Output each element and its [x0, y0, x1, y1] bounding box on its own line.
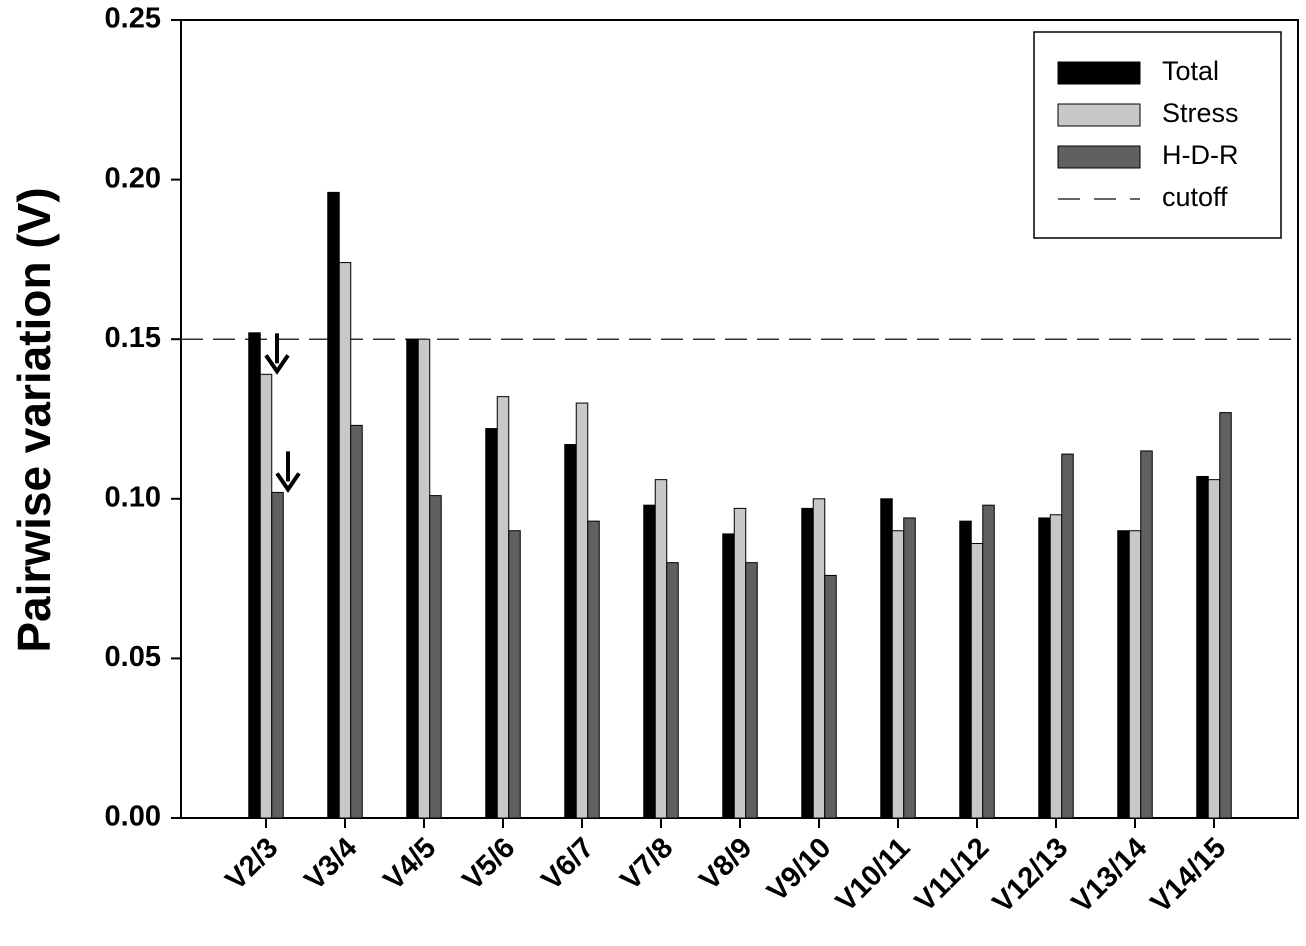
- bar: [338, 262, 352, 819]
- bar: [733, 507, 747, 819]
- bar: [248, 332, 261, 819]
- x-tick-label: V10/11: [830, 832, 916, 918]
- bar: [722, 533, 735, 819]
- bar: [1196, 475, 1209, 819]
- bar: [745, 562, 758, 819]
- bar: [982, 504, 995, 819]
- y-tick-label: 0.05: [105, 641, 161, 673]
- bar: [666, 562, 679, 819]
- y-tick-label: 0.00: [105, 801, 161, 833]
- x-tick-label: V3/4: [299, 832, 364, 897]
- bar: [970, 542, 984, 819]
- bar: [880, 498, 893, 819]
- bar: [350, 424, 363, 819]
- bar: [643, 504, 656, 819]
- bar: [959, 520, 972, 819]
- bar: [564, 444, 577, 819]
- bar: [1038, 517, 1051, 819]
- bar: [1117, 530, 1130, 819]
- bar: [496, 396, 510, 819]
- x-tick-label: V7/8: [615, 832, 680, 897]
- y-tick-label: 0.15: [105, 322, 161, 354]
- bar: [1061, 453, 1074, 819]
- legend-swatch: [1057, 103, 1141, 127]
- bar: [508, 530, 521, 819]
- bar: [417, 338, 431, 819]
- legend-label: H-D-R: [1162, 140, 1238, 170]
- y-tick-label: 0.20: [105, 162, 161, 194]
- bar: [824, 574, 837, 819]
- x-tick-label: V9/10: [761, 832, 837, 908]
- bar: [587, 520, 600, 819]
- x-tick-label: V4/5: [378, 832, 443, 897]
- legend-label: cutoff: [1162, 182, 1228, 212]
- bar: [1207, 479, 1221, 819]
- bar: [575, 402, 589, 819]
- bar: [1219, 412, 1232, 819]
- legend-swatch: [1057, 61, 1141, 85]
- x-tick-label: V6/7: [536, 832, 601, 897]
- legend-swatch: [1057, 145, 1141, 169]
- bar: [801, 507, 814, 819]
- x-tick-label: V8/9: [694, 832, 759, 897]
- bar: [1140, 450, 1153, 819]
- bar: [1128, 530, 1142, 819]
- bar: [891, 530, 905, 819]
- arrow-head: [264, 354, 290, 375]
- bar: [485, 428, 498, 819]
- bar: [903, 517, 916, 819]
- bar: [406, 338, 419, 819]
- bar: [271, 491, 284, 819]
- arrow-head: [275, 472, 301, 493]
- x-tick-label: V14/15: [1145, 832, 1233, 920]
- y-tick-label: 0.10: [105, 481, 161, 513]
- x-tick-label: V5/6: [457, 832, 522, 897]
- y-tick-label: 0.25: [105, 3, 161, 35]
- bar: [1049, 514, 1063, 819]
- bar: [327, 191, 340, 819]
- x-tick-label: V11/12: [909, 832, 995, 918]
- x-tick-label: V13/14: [1066, 832, 1154, 920]
- legend-label: Total: [1162, 56, 1219, 86]
- bar: [654, 479, 668, 819]
- y-axis-title: Pairwise variation (V): [8, 187, 60, 652]
- legend-label: Stress: [1162, 98, 1239, 128]
- bar: [429, 495, 442, 819]
- bar: [812, 498, 826, 819]
- bar: [259, 373, 273, 819]
- x-tick-label: V2/3: [220, 832, 285, 897]
- x-tick-label: V12/13: [987, 832, 1075, 920]
